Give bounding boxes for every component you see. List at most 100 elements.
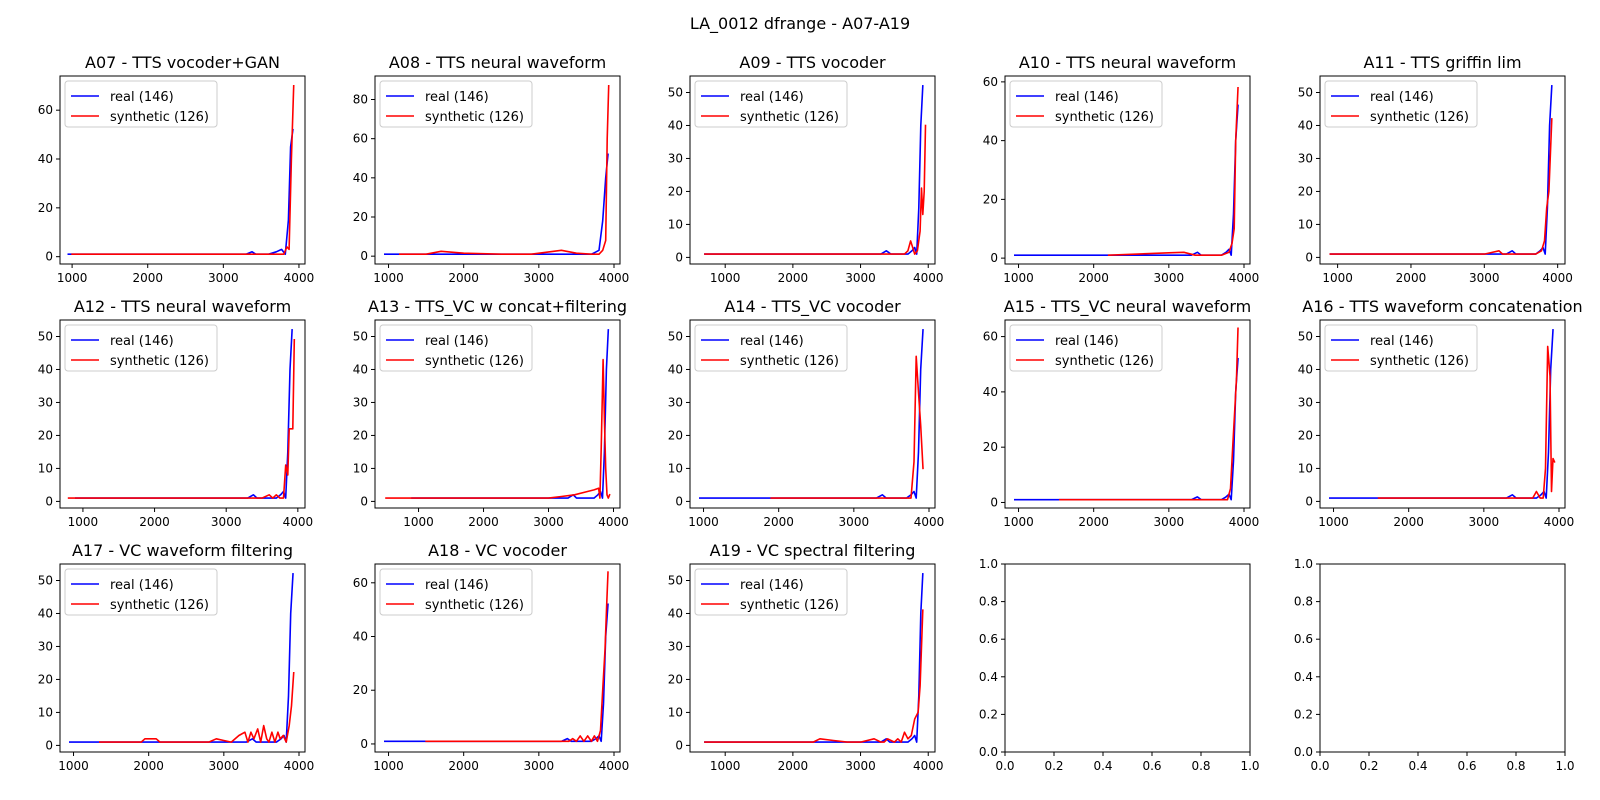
y-tick-label: 20 bbox=[1298, 184, 1313, 198]
x-tick-label: 3000 bbox=[533, 515, 564, 529]
y-tick-label: 0.8 bbox=[979, 595, 998, 609]
legend-label-synthetic: synthetic (126) bbox=[1370, 354, 1469, 369]
series-line-synthetic bbox=[1377, 345, 1556, 499]
series-line-synthetic bbox=[704, 124, 927, 255]
x-tick-label: 0.6 bbox=[1142, 759, 1161, 773]
x-tick-label: 1000 bbox=[57, 271, 88, 285]
x-tick-label: 2000 bbox=[763, 515, 794, 529]
x-tick-label: 4000 bbox=[599, 271, 630, 285]
y-tick-label: 30 bbox=[668, 151, 683, 165]
axes-frame bbox=[689, 563, 936, 753]
x-tick-label: 2000 bbox=[1078, 515, 1109, 529]
x-tick-label: 2000 bbox=[132, 271, 163, 285]
x-tick-label: 0.4 bbox=[1093, 759, 1112, 773]
legend: real (146) synthetic (126) bbox=[1009, 324, 1163, 372]
x-tick-label: 2000 bbox=[448, 759, 479, 773]
x-tick-label: 1000 bbox=[373, 759, 404, 773]
axes-frame bbox=[374, 319, 621, 509]
legend: real (146) synthetic (126) bbox=[64, 80, 218, 128]
plot-area bbox=[1005, 564, 1250, 752]
y-tick-label: 0 bbox=[45, 250, 53, 264]
x-tick-label: 1.0 bbox=[1555, 759, 1574, 773]
y-tick-label: 50 bbox=[353, 329, 368, 343]
legend-label-synthetic: synthetic (126) bbox=[1055, 110, 1154, 125]
y-tick-label: 40 bbox=[38, 606, 53, 620]
legend-label-real: real (146) bbox=[740, 90, 804, 105]
y-tick-label: 40 bbox=[353, 630, 368, 644]
x-tick-label: 2000 bbox=[778, 271, 809, 285]
y-tick-label: 0 bbox=[990, 251, 998, 265]
x-tick-label: 3000 bbox=[1154, 515, 1185, 529]
x-tick-label: 4000 bbox=[284, 759, 315, 773]
x-tick-label: 1000 bbox=[688, 515, 719, 529]
y-tick-label: 40 bbox=[38, 362, 53, 376]
y-tick-label: 60 bbox=[353, 132, 368, 146]
subplot-12: A19 - VC spectral filtering 1000 2000 3000 4… bbox=[668, 541, 944, 773]
x-tick-label: 2000 bbox=[1078, 271, 1109, 285]
x-tick-label: 3000 bbox=[845, 271, 876, 285]
x-tick-label: 2000 bbox=[133, 759, 164, 773]
x-tick-label: 1000 bbox=[68, 515, 99, 529]
x-tick-label: 0.8 bbox=[1191, 759, 1210, 773]
subplot-title: A12 - TTS neural waveform bbox=[74, 297, 291, 316]
x-tick-label: 4000 bbox=[283, 515, 314, 529]
subplot-title: A07 - TTS vocoder+GAN bbox=[85, 53, 280, 72]
y-tick-label: 0 bbox=[45, 494, 53, 508]
y-tick-label: 0.6 bbox=[979, 632, 998, 646]
subplot-title: A19 - VC spectral filtering bbox=[710, 541, 916, 560]
y-tick-label: 20 bbox=[668, 672, 683, 686]
legend-label-synthetic: synthetic (126) bbox=[425, 598, 524, 613]
y-tick-label: 0.2 bbox=[1294, 707, 1313, 721]
subplot-7: A14 - TTS_VC vocoder 1000 2000 3000 4000 0 10 2… bbox=[668, 297, 945, 529]
y-tick-label: 30 bbox=[353, 395, 368, 409]
legend-label-real: real (146) bbox=[425, 334, 489, 349]
series-line-synthetic bbox=[1059, 327, 1239, 501]
y-tick-label: 0 bbox=[990, 495, 998, 509]
y-tick-label: 40 bbox=[983, 385, 998, 399]
legend-label-synthetic: synthetic (126) bbox=[425, 354, 524, 369]
y-tick-label: 0 bbox=[360, 494, 368, 508]
y-tick-label: 30 bbox=[38, 639, 53, 653]
series-line-synthetic bbox=[425, 571, 609, 743]
series-line-synthetic bbox=[71, 84, 295, 255]
y-tick-label: 10 bbox=[353, 461, 368, 475]
x-tick-label: 3000 bbox=[1154, 271, 1185, 285]
x-tick-label: 0.6 bbox=[1457, 759, 1476, 773]
x-tick-label: 1000 bbox=[58, 759, 89, 773]
plot-area bbox=[1320, 564, 1565, 752]
axes-frame bbox=[1319, 563, 1566, 753]
y-tick-label: 40 bbox=[38, 152, 53, 166]
legend-label-synthetic: synthetic (126) bbox=[740, 354, 839, 369]
y-tick-label: 30 bbox=[38, 395, 53, 409]
y-tick-label: 60 bbox=[983, 330, 998, 344]
legend-label-synthetic: synthetic (126) bbox=[1055, 354, 1154, 369]
x-tick-label: 3000 bbox=[211, 515, 242, 529]
y-tick-label: 20 bbox=[38, 201, 53, 215]
y-tick-label: 0 bbox=[360, 737, 368, 751]
x-tick-label: 3000 bbox=[1469, 515, 1500, 529]
x-tick-label: 1000 bbox=[1318, 515, 1349, 529]
y-tick-label: 20 bbox=[668, 184, 683, 198]
axes-frame bbox=[1319, 75, 1566, 265]
legend-label-synthetic: synthetic (126) bbox=[110, 598, 209, 613]
legend-label-synthetic: synthetic (126) bbox=[740, 110, 839, 125]
x-tick-label: 1000 bbox=[1322, 271, 1353, 285]
y-tick-label: 50 bbox=[668, 573, 683, 587]
x-tick-label: 2000 bbox=[1396, 271, 1427, 285]
subplot-4: A11 - TTS griffin lim 1000 2000 3000 4000 0 10… bbox=[1298, 53, 1573, 285]
x-tick-label: 0.8 bbox=[1506, 759, 1525, 773]
legend-box bbox=[1324, 80, 1478, 128]
axes-frame bbox=[59, 563, 306, 753]
y-tick-label: 0.2 bbox=[979, 707, 998, 721]
axes-frame bbox=[59, 319, 306, 509]
y-tick-label: 0.0 bbox=[1294, 745, 1313, 759]
x-tick-label: 2000 bbox=[468, 515, 499, 529]
x-tick-label: 2000 bbox=[448, 271, 479, 285]
y-tick-label: 20 bbox=[353, 210, 368, 224]
y-tick-label: 20 bbox=[983, 440, 998, 454]
x-tick-label: 0.0 bbox=[995, 759, 1014, 773]
x-tick-label: 2000 bbox=[139, 515, 170, 529]
